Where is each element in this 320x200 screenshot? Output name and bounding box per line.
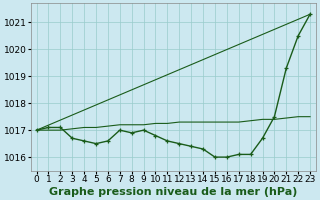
X-axis label: Graphe pression niveau de la mer (hPa): Graphe pression niveau de la mer (hPa) [49, 187, 298, 197]
